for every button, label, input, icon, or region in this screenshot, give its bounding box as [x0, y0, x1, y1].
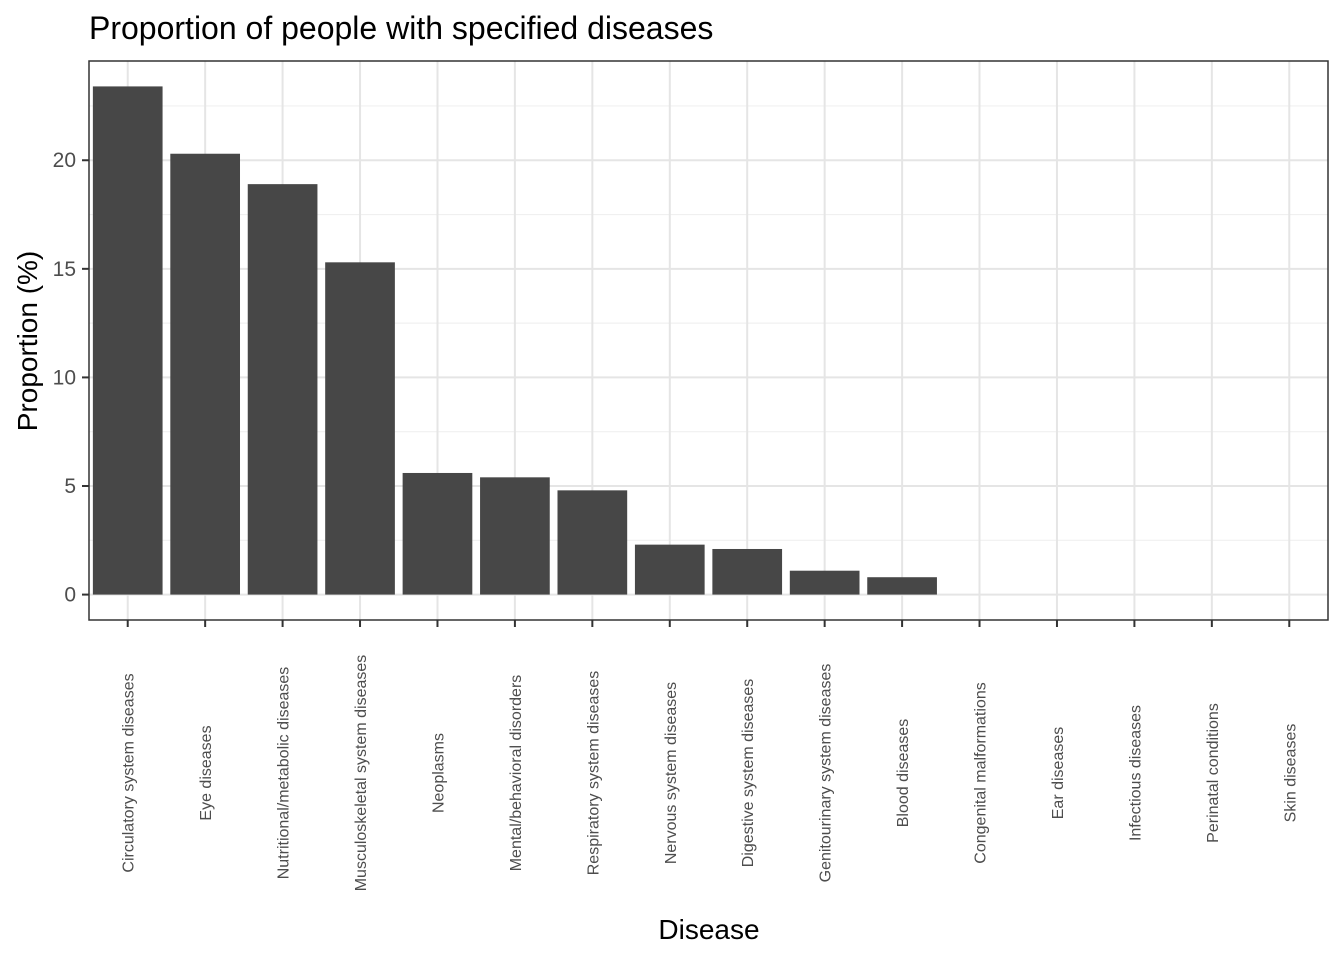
x-tick-label: Circulatory system diseases: [121, 673, 138, 872]
bar: [170, 153, 241, 595]
x-axis: Circulatory system diseases Eye diseases N…: [121, 620, 1299, 892]
bar: [557, 490, 628, 595]
y-tick-label: 15: [53, 258, 76, 281]
plot-panel: [88, 60, 1329, 621]
bar: [789, 570, 860, 595]
bar: [247, 184, 318, 595]
x-tick-label: Ear diseases: [1050, 727, 1067, 820]
x-tick-label: Respiratory system diseases: [585, 671, 602, 876]
x-tick-label: Digestive system diseases: [740, 679, 757, 868]
bar: [402, 472, 473, 595]
bar: [634, 544, 705, 595]
y-tick-label: 0: [64, 584, 76, 607]
bar: [325, 262, 395, 595]
x-tick-label: Nutritional/metabolic diseases: [276, 667, 293, 880]
x-tick-label: Skin diseases: [1282, 724, 1299, 823]
bar: [867, 577, 937, 595]
y-axis-title: Proportion (%): [12, 251, 43, 432]
y-tick-label: 20: [53, 149, 76, 172]
x-tick-label: Congenital malformations: [973, 682, 990, 863]
x-tick-label: Perinatal conditions: [1205, 703, 1222, 843]
x-tick-label: Neoplasms: [430, 733, 447, 813]
bar: [712, 548, 783, 595]
chart-title: Proportion of people with specified dise…: [89, 10, 713, 46]
bar: [92, 86, 163, 595]
y-axis: 0 5 10 15 20: [53, 149, 89, 607]
y-tick-label: 10: [53, 366, 76, 389]
x-tick-label: Genitourinary system diseases: [818, 664, 835, 883]
x-tick-label: Blood diseases: [895, 719, 912, 828]
x-tick-label: Musculoskeletal system diseases: [353, 655, 370, 892]
x-tick-label: Nervous system diseases: [663, 682, 680, 864]
x-tick-label: Mental/behavioral disorders: [508, 675, 525, 872]
bar: [480, 477, 550, 595]
x-tick-label: Eye diseases: [198, 725, 215, 820]
x-tick-label: Infectious diseases: [1127, 705, 1144, 841]
x-axis-title: Disease: [658, 914, 759, 945]
y-tick-label: 5: [64, 475, 76, 498]
panel-border: [88, 60, 1329, 621]
